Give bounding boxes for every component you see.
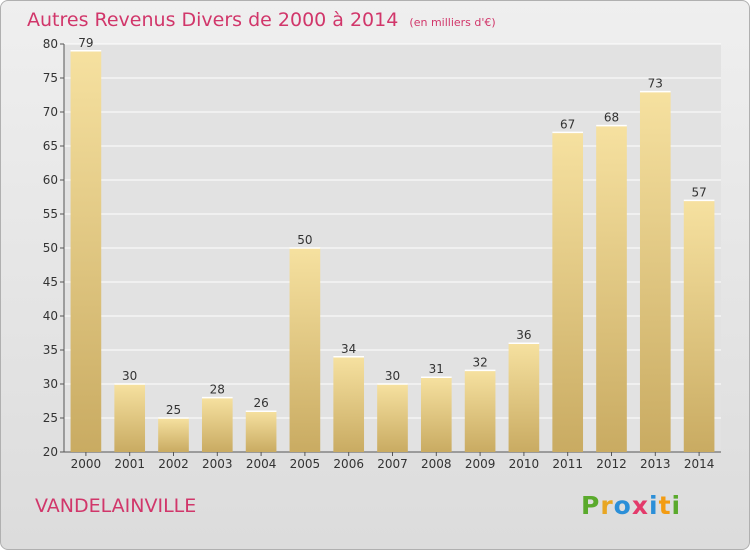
x-tick-label: 2002: [158, 457, 189, 471]
y-tick-label: 35: [43, 343, 58, 357]
data-label: 36: [516, 328, 531, 342]
y-tick-label: 65: [43, 139, 58, 153]
x-tick-label: 2006: [333, 457, 364, 471]
logo-letter: o: [613, 491, 632, 520]
data-label: 34: [341, 342, 356, 356]
data-label: 30: [385, 369, 400, 383]
data-label: 67: [560, 117, 575, 131]
y-tick-label: 30: [43, 377, 58, 391]
x-tick-label: 2009: [465, 457, 496, 471]
y-tick-label: 20: [43, 445, 58, 459]
data-label: 26: [253, 396, 268, 410]
data-label: 30: [122, 369, 137, 383]
logo-letter: x: [631, 491, 649, 520]
chart-title: Autres Revenus Divers de 2000 à 2014: [27, 9, 399, 31]
y-tick-label: 70: [43, 105, 58, 119]
y-tick-label: 50: [43, 241, 58, 255]
y-tick-label: 25: [43, 411, 58, 425]
data-label: 31: [429, 362, 444, 376]
bar: [552, 132, 584, 452]
chart-title-block: Autres Revenus Divers de 2000 à 2014 (en…: [27, 9, 496, 31]
data-label: 79: [78, 36, 93, 50]
y-tick-label: 60: [43, 173, 58, 187]
bar: [289, 248, 321, 452]
x-tick-label: 2000: [71, 457, 102, 471]
data-label: 25: [166, 403, 181, 417]
x-tick-label: 2007: [377, 457, 408, 471]
bar: [420, 377, 452, 452]
bar: [508, 343, 540, 452]
bar: [70, 50, 102, 453]
bar: [114, 384, 146, 452]
x-tick-label: 2013: [640, 457, 671, 471]
data-label: 50: [297, 233, 312, 247]
bar: [377, 384, 408, 452]
data-label: 28: [210, 383, 225, 397]
logo-letter: P: [581, 491, 601, 520]
x-tick-label: 2011: [552, 457, 583, 471]
bar: [245, 411, 277, 452]
bar: [639, 91, 671, 452]
y-tick-label: 80: [43, 37, 58, 51]
bar: [683, 200, 715, 452]
x-tick-label: 2012: [596, 457, 627, 471]
town-name: VANDELAINVILLE: [35, 495, 197, 517]
x-tick-label: 2010: [509, 457, 540, 471]
data-label: 57: [691, 185, 706, 199]
proxiti-logo: Proxiti: [581, 491, 681, 520]
logo-letter: i: [649, 491, 659, 520]
bar: [333, 356, 365, 452]
x-tick-label: 2005: [290, 457, 321, 471]
x-tick-label: 2008: [421, 457, 452, 471]
bar: [201, 397, 233, 452]
x-tick-label: 2004: [246, 457, 277, 471]
x-tick-label: 2014: [684, 457, 715, 471]
bar: [158, 418, 189, 452]
y-tick-label: 75: [43, 71, 58, 85]
y-tick-label: 45: [43, 275, 58, 289]
data-label: 68: [604, 111, 619, 125]
bar: [464, 370, 496, 452]
logo-letter: t: [658, 491, 672, 520]
x-tick-label: 2003: [202, 457, 233, 471]
data-label: 32: [472, 355, 487, 369]
chart-unit-label: (en milliers d'€): [409, 16, 496, 29]
y-tick-label: 55: [43, 207, 58, 221]
x-tick-label: 2001: [114, 457, 145, 471]
bar: [596, 125, 627, 452]
logo-letter: r: [600, 491, 614, 520]
y-tick-label: 40: [43, 309, 58, 323]
data-label: 73: [648, 77, 663, 91]
logo-letter: i: [671, 491, 682, 520]
